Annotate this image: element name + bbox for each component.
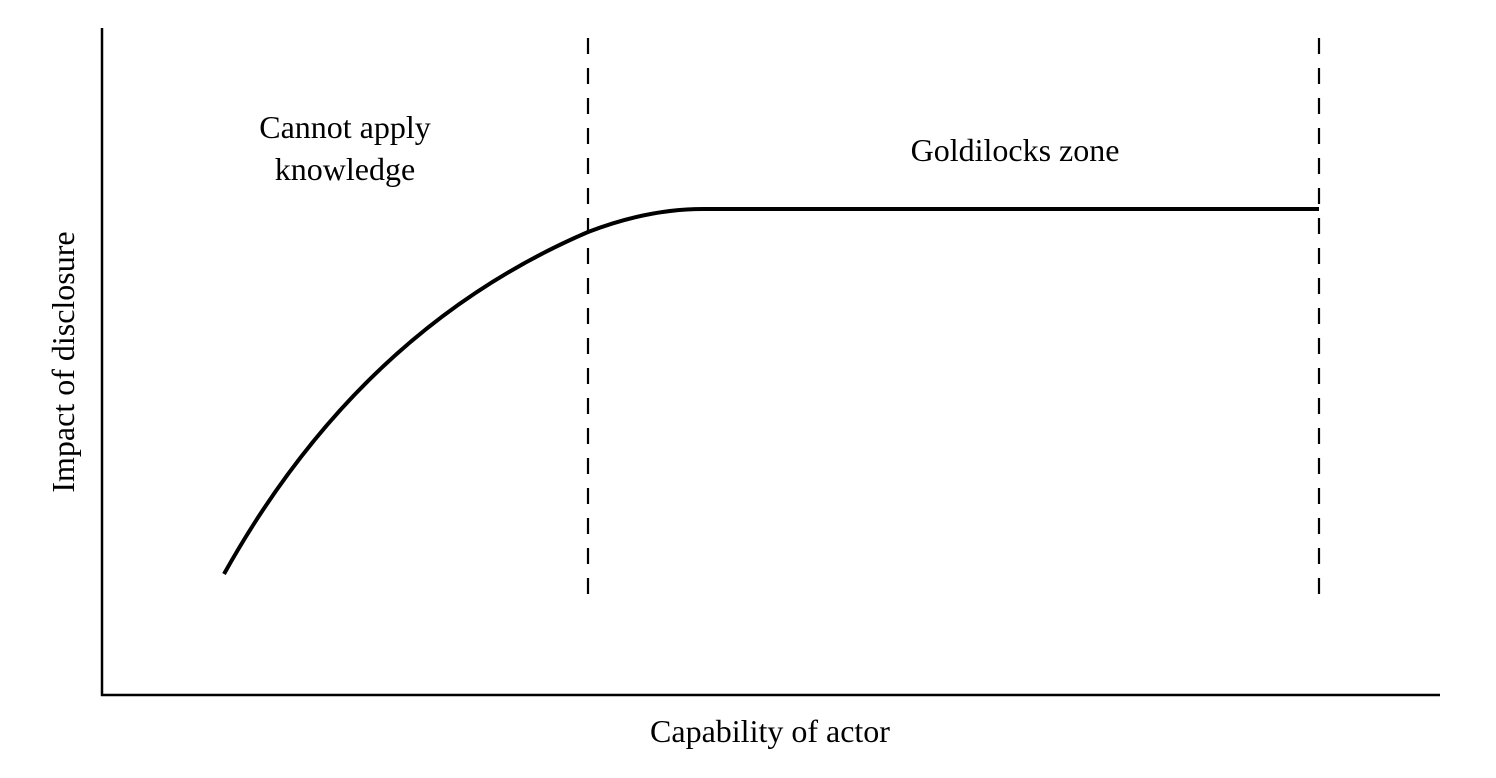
y-axis-label: Impact of disclosure [45, 231, 81, 493]
region-label-line: Goldilocks zone [910, 132, 1120, 168]
impact-curve [222, 206, 1319, 575]
x-axis-label: Capability of actor [650, 713, 890, 749]
region-label-cannot-apply: Cannot apply knowledge [200, 106, 490, 190]
region-label-line: knowledge [274, 151, 416, 187]
region-label-line: Cannot apply [259, 109, 431, 145]
region-label-goldilocks: Goldilocks zone [840, 130, 1190, 170]
